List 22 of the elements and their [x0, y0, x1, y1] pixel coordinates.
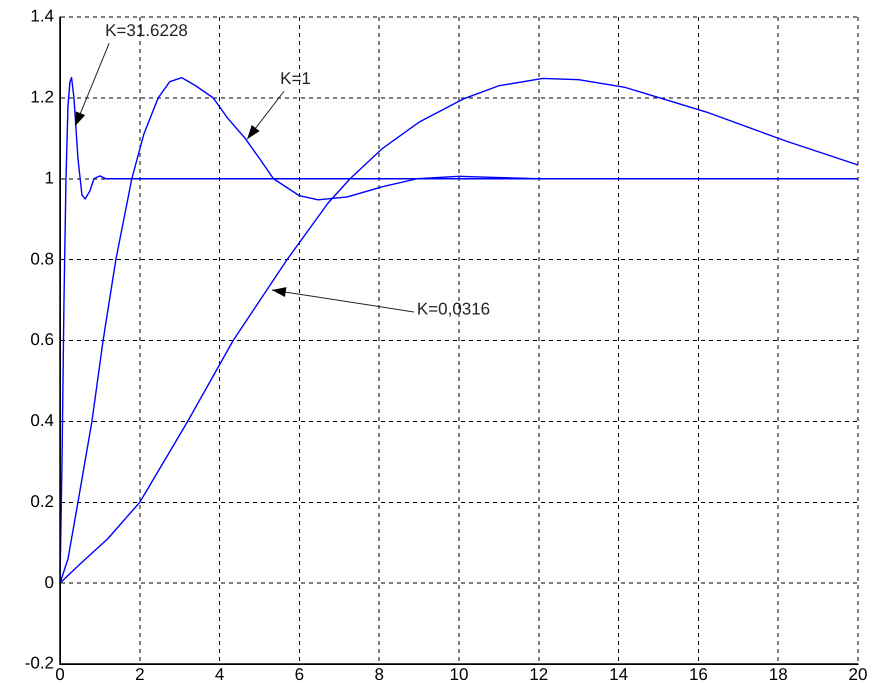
y-tick-label: 0.4	[30, 411, 54, 430]
y-tick-label: 1	[44, 168, 54, 188]
annotation: K=31.6228	[105, 20, 188, 40]
x-tick-label: 12	[529, 664, 548, 684]
x-tick-label: 2	[135, 664, 145, 684]
y-tick-label: -0.2	[24, 654, 54, 673]
y-tick-label: 1.2	[30, 88, 54, 107]
annotation: K=1	[280, 68, 311, 88]
x-tick-label: 8	[374, 664, 384, 684]
y-tick-label: 1.4	[30, 6, 54, 26]
annotation: K=0,0316	[416, 300, 490, 319]
y-tick-label: 0.6	[30, 330, 54, 350]
x-tick-label: 4	[214, 664, 224, 684]
x-tick-label: 20	[848, 664, 868, 684]
y-tick-label: 0.8	[30, 249, 54, 268]
x-tick-label: 10	[450, 664, 468, 684]
y-tick-label: 0.2	[30, 492, 54, 511]
x-tick-label: 16	[688, 664, 708, 684]
x-tick-label: 6	[294, 664, 304, 684]
x-tick-label: 14	[609, 664, 628, 684]
x-tick-label: 18	[768, 664, 788, 684]
y-tick-label: 0	[44, 572, 54, 592]
